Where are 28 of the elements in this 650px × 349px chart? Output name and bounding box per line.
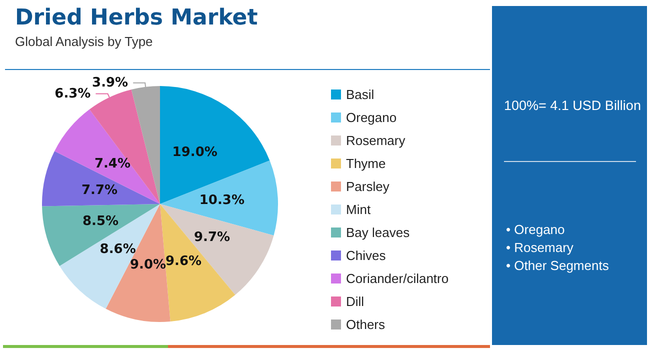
data-label: 19.0%: [172, 145, 218, 160]
data-label: 7.4%: [94, 156, 131, 172]
legend-label: Oregano: [346, 110, 397, 125]
data-label: 7.7%: [82, 182, 118, 198]
text: • Oregano: [506, 222, 565, 237]
data-label: 3.9%: [92, 75, 128, 90]
data-label: 10.3%: [199, 193, 244, 208]
data-label: 6.3%: [54, 86, 91, 102]
data-label: 9.0%: [130, 257, 166, 272]
chart-subtitle: Global Analysis by Type: [15, 34, 153, 49]
data-label: 8.6%: [100, 242, 136, 257]
text: 100%= 4.1 USD Billion: [504, 98, 641, 113]
text: • Other Segments: [506, 258, 609, 273]
legend-label: Chives: [346, 248, 386, 263]
legend-label: Parsley: [346, 179, 390, 194]
text: • Rosemary: [506, 240, 574, 255]
legend-label: Mint: [346, 202, 371, 217]
data-label: 8.5%: [82, 214, 119, 229]
data-label: 9.6%: [166, 254, 202, 269]
legend-label: Dill: [346, 294, 364, 309]
legend-label: Bay leaves: [346, 225, 410, 240]
legend-label: Basil: [346, 87, 374, 102]
data-label: 9.7%: [194, 230, 230, 246]
chart-title: Dried Herbs Market: [15, 6, 258, 30]
legend-label: Rosemary: [346, 133, 406, 148]
legend-label: Thyme: [346, 156, 386, 171]
legend-label: Coriander/cilantro: [346, 271, 449, 286]
legend-label: Others: [346, 317, 386, 332]
